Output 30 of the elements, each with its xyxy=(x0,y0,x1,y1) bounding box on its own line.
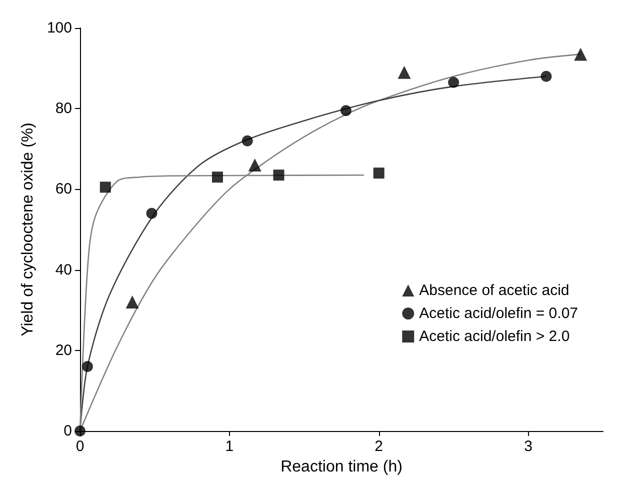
y-tick-label: 100 xyxy=(46,20,72,36)
legend-label: Acetic acid/olefin > 2.0 xyxy=(419,328,570,345)
y-tick-label: 40 xyxy=(55,261,72,278)
point xyxy=(100,182,111,193)
point xyxy=(212,172,223,183)
y-tick-label: 20 xyxy=(55,342,72,359)
x-axis-title: Reaction time (h) xyxy=(280,458,402,476)
point xyxy=(398,66,411,79)
point xyxy=(242,135,253,146)
point xyxy=(82,361,93,372)
point xyxy=(540,70,552,82)
x-tick-label: 1 xyxy=(225,438,234,455)
y-axis-title: Yield of cyclooctene oxide (%) xyxy=(20,122,37,336)
point xyxy=(248,158,262,172)
point xyxy=(373,168,384,179)
point xyxy=(340,105,352,116)
x-tick-label: 2 xyxy=(374,438,384,455)
x-tick-label: 0 xyxy=(76,438,84,455)
legend-label: Acetic acid/olefin = 0.07 xyxy=(419,305,578,322)
point xyxy=(574,48,588,61)
point xyxy=(74,426,86,436)
point xyxy=(126,296,139,309)
point xyxy=(273,170,284,181)
y-tick-label: 0 xyxy=(64,422,72,440)
x-tick-label: 3 xyxy=(524,438,532,455)
point xyxy=(146,208,158,219)
y-tick-label: 60 xyxy=(55,180,72,198)
legend-label: Absence of acetic acid xyxy=(419,282,570,299)
y-tick-label: 80 xyxy=(55,100,72,118)
point xyxy=(448,76,460,88)
